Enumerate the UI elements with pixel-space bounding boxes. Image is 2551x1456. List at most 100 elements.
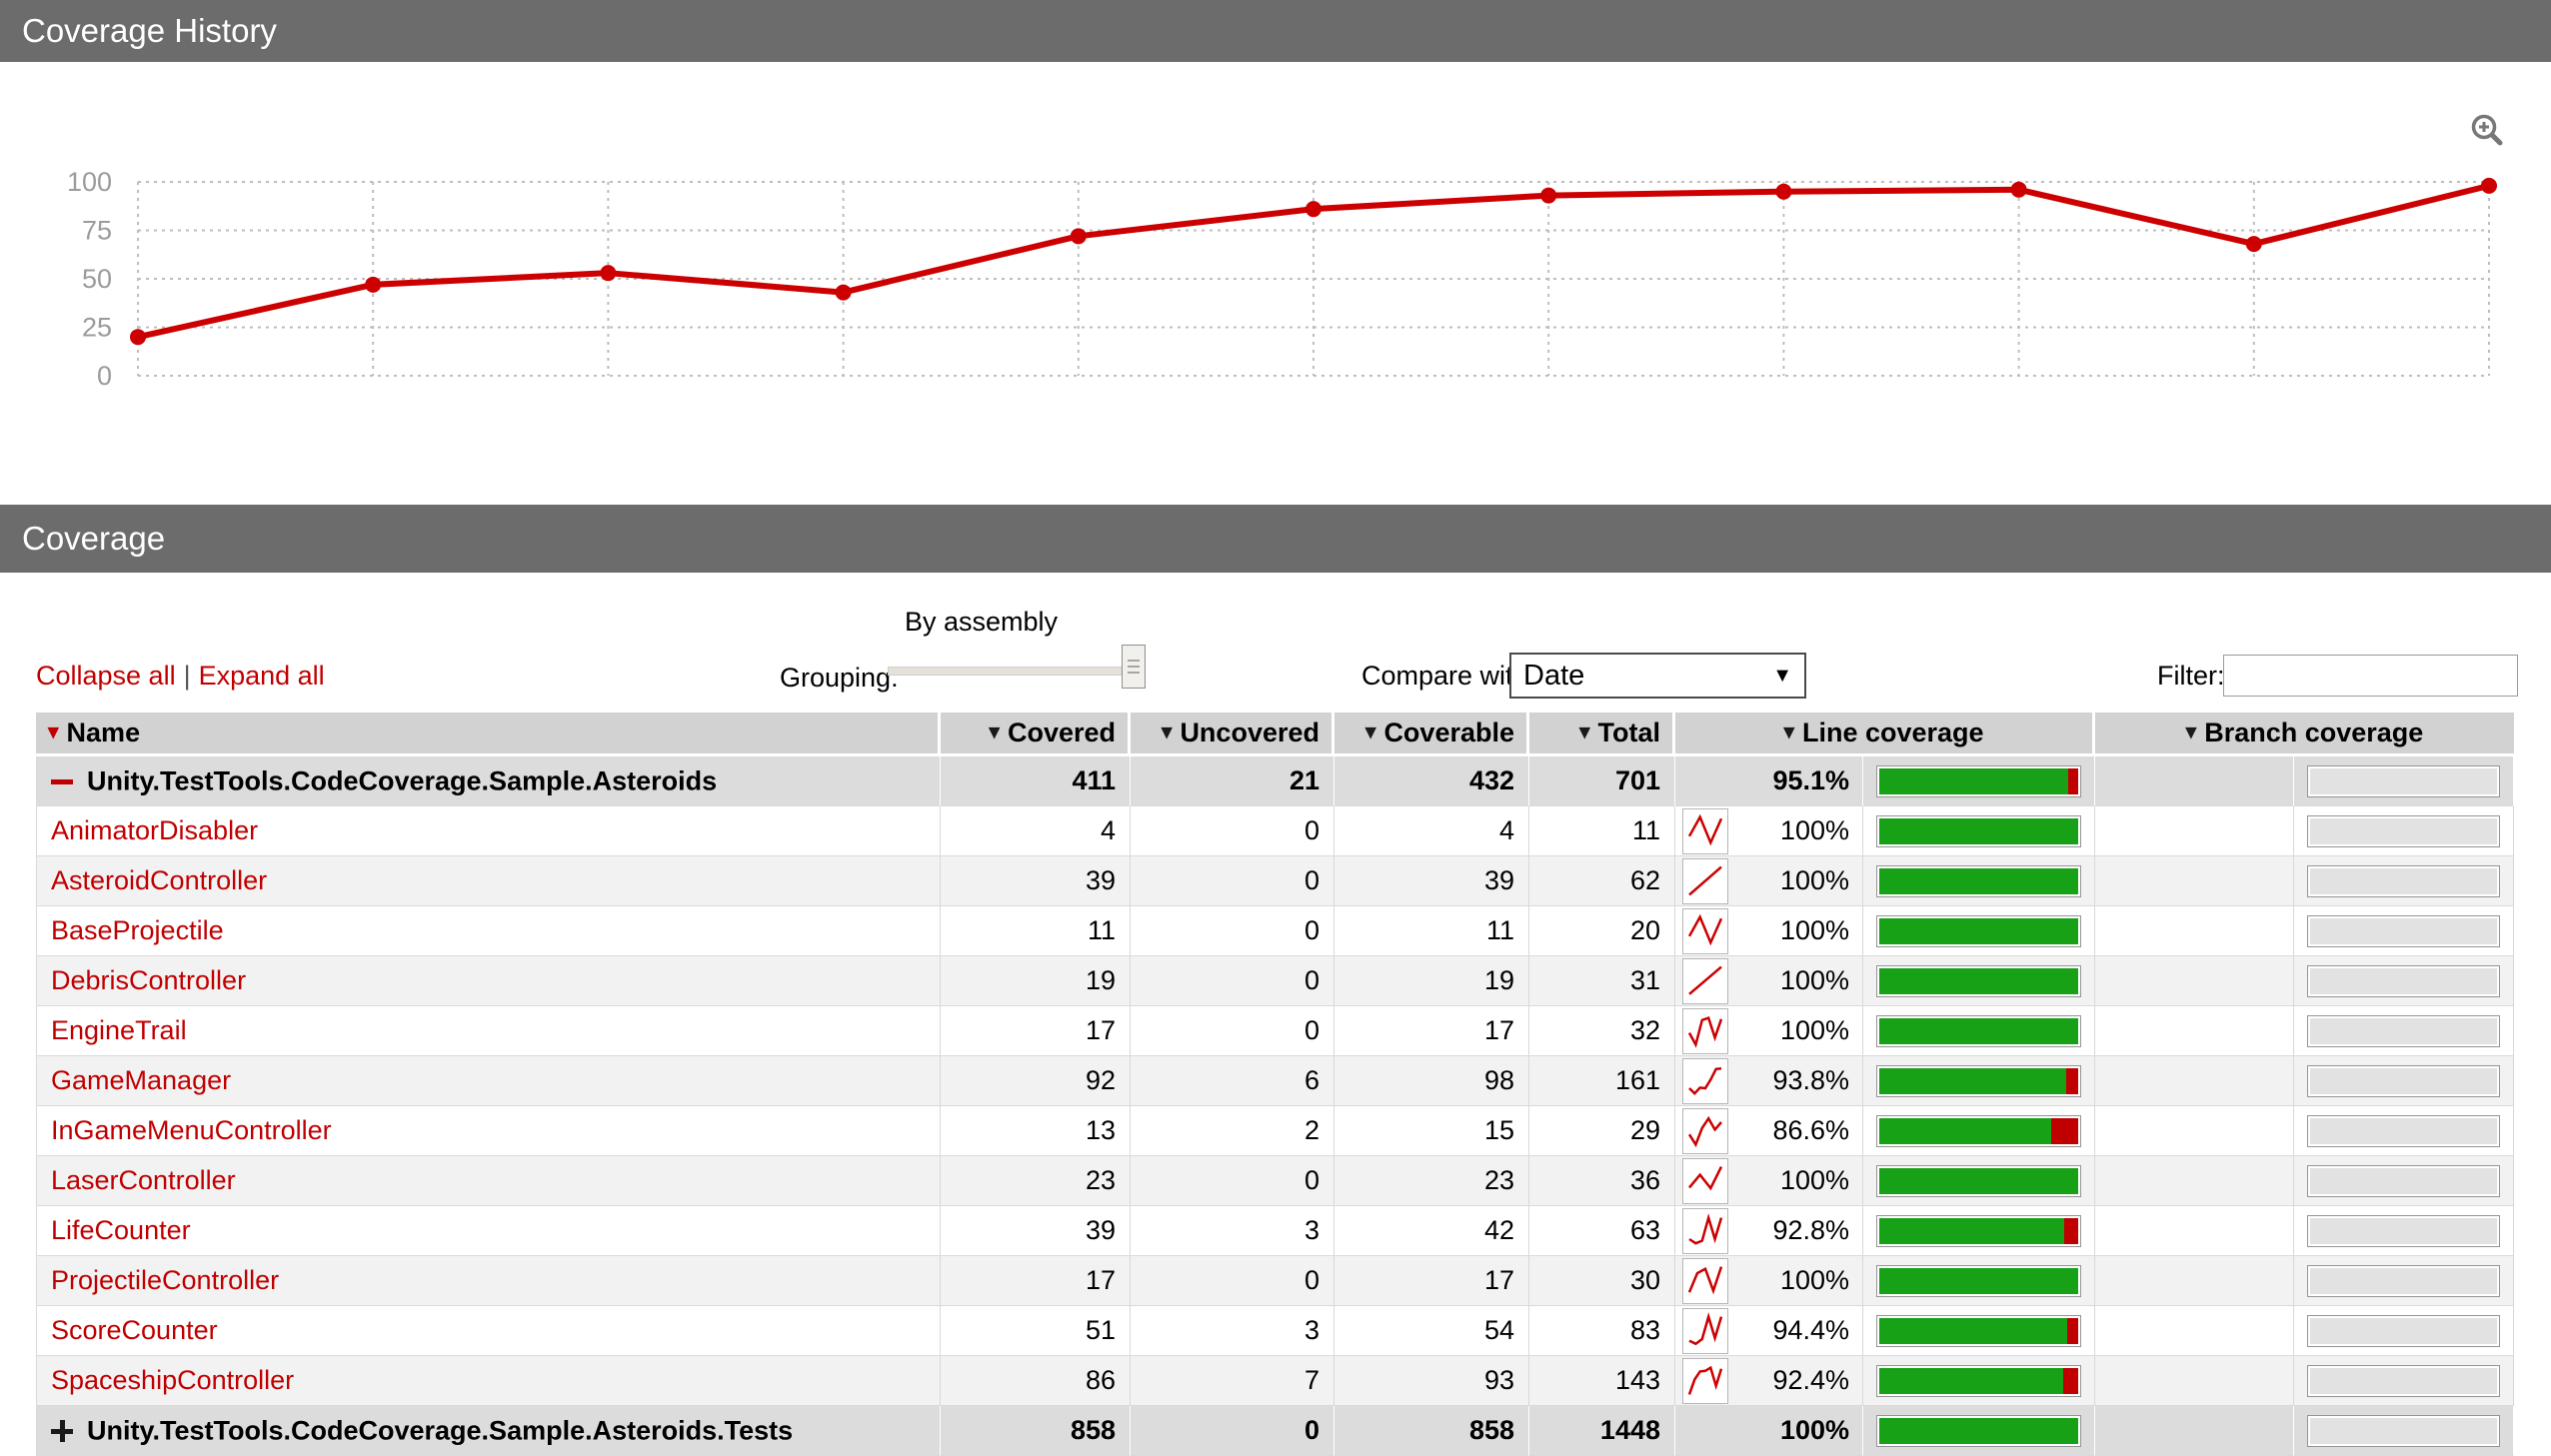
line-coverage-percent: 92.8% <box>1772 1215 1849 1245</box>
class-link[interactable]: GameManager <box>51 1065 232 1095</box>
sort-arrow-icon: ▾ <box>1783 721 1794 743</box>
coverable-cell: 17 <box>1334 1256 1529 1306</box>
filter-input[interactable] <box>2223 655 2518 697</box>
uncovered-cell: 0 <box>1131 956 1334 1006</box>
coverable-cell: 15 <box>1334 1106 1529 1156</box>
line-coverage-percent-cell: 92.8% <box>1675 1206 1863 1256</box>
sort-arrow-icon: ▾ <box>1161 721 1173 743</box>
line-coverage-bar-cell <box>1863 956 2095 1006</box>
branch-coverage-bar-cell <box>2294 1256 2514 1306</box>
covered-cell: 51 <box>941 1306 1131 1356</box>
line-coverage-bar <box>1876 1364 2081 1397</box>
grouping-slider-track[interactable] <box>888 667 1125 676</box>
branch-coverage-bar-empty <box>2310 1417 2497 1444</box>
class-link[interactable]: LaserController <box>51 1165 236 1195</box>
collapse-all-link[interactable]: Collapse all <box>36 661 176 691</box>
covered-cell: 92 <box>941 1056 1131 1106</box>
uncovered-cell: 0 <box>1131 856 1334 906</box>
compare-with-value: Date <box>1523 659 1585 692</box>
line-coverage-bar-cell <box>1863 1356 2095 1406</box>
branch-coverage-percent-cell <box>2095 756 2294 806</box>
total-cell: 11 <box>1529 806 1675 856</box>
covered-cell: 11 <box>941 906 1131 956</box>
table-row: SpaceshipController 86 7 93 143 92.4% <box>36 1356 2514 1406</box>
column-header-name[interactable]: ▾ Name <box>36 713 941 756</box>
class-link[interactable]: BaseProjectile <box>51 915 224 945</box>
compare-with-select[interactable]: Date ▼ <box>1509 653 1806 699</box>
name-cell: AsteroidController <box>36 856 941 906</box>
line-coverage-bar <box>1876 1214 2081 1247</box>
table-row: ProjectileController 17 0 17 30 100% <box>36 1256 2514 1306</box>
coverable-cell: 93 <box>1334 1356 1529 1406</box>
sort-arrow-icon: ▾ <box>1578 721 1590 743</box>
history-sparkline <box>1682 807 1728 854</box>
branch-coverage-bar-cell <box>2294 1006 2514 1056</box>
branch-coverage-bar-cell <box>2294 1156 2514 1206</box>
branch-coverage-bar-empty <box>2310 1317 2497 1344</box>
line-coverage-bar-covered <box>1879 1367 2063 1394</box>
coverable-cell: 19 <box>1334 956 1529 1006</box>
class-link[interactable]: LifeCounter <box>51 1215 191 1245</box>
class-link[interactable]: ScoreCounter <box>51 1315 218 1345</box>
total-cell: 36 <box>1529 1156 1675 1206</box>
column-header-line-coverage[interactable]: ▾ Line coverage <box>1675 713 2095 756</box>
class-link[interactable]: EngineTrail <box>51 1015 187 1045</box>
uncovered-cell: 3 <box>1131 1206 1334 1256</box>
column-header-uncovered[interactable]: ▾ Uncovered <box>1131 713 1334 756</box>
total-cell: 20 <box>1529 906 1675 956</box>
grouping-label: Grouping: <box>780 663 899 693</box>
line-coverage-bar <box>1876 964 2081 997</box>
line-coverage-bar-cell <box>1863 1056 2095 1106</box>
branch-coverage-bar-cell <box>2294 806 2514 856</box>
uncovered-cell: 0 <box>1131 906 1334 956</box>
sort-arrow-icon: ▾ <box>989 721 1000 743</box>
collapse-assembly-icon[interactable] <box>51 778 73 784</box>
class-link[interactable]: SpaceshipController <box>51 1365 295 1395</box>
chart-zoom-icon[interactable] <box>2469 112 2505 148</box>
line-coverage-percent-cell: 95.1% <box>1675 756 1863 806</box>
class-link[interactable]: DebrisController <box>51 965 247 995</box>
column-header-coverable[interactable]: ▾ Coverable <box>1334 713 1529 756</box>
history-sparkline <box>1682 1007 1728 1054</box>
uncovered-cell: 3 <box>1131 1306 1334 1356</box>
line-coverage-percent: 94.4% <box>1772 1315 1849 1345</box>
grouping-slider-thumb[interactable] <box>1122 645 1146 689</box>
history-sparkline <box>1682 1157 1728 1204</box>
branch-coverage-percent-cell <box>2095 906 2294 956</box>
name-cell: Unity.TestTools.CodeCoverage.Sample.Aste… <box>36 1406 941 1456</box>
table-row: Unity.TestTools.CodeCoverage.Sample.Aste… <box>36 756 2514 806</box>
line-coverage-percent: 100% <box>1779 865 1849 895</box>
class-link[interactable]: AnimatorDisabler <box>51 815 259 845</box>
line-coverage-bar <box>1876 1314 2081 1347</box>
chevron-down-icon: ▼ <box>1772 664 1792 687</box>
uncovered-cell: 0 <box>1131 1006 1334 1056</box>
svg-text:50: 50 <box>82 264 112 294</box>
total-cell: 30 <box>1529 1256 1675 1306</box>
line-coverage-bar-covered <box>1879 1017 2078 1044</box>
class-link[interactable]: ProjectileController <box>51 1265 280 1295</box>
class-link[interactable]: AsteroidController <box>51 865 268 895</box>
coverable-cell: 11 <box>1334 906 1529 956</box>
column-header-total[interactable]: ▾ Total <box>1529 713 1675 756</box>
line-coverage-percent-cell: 100% <box>1675 856 1863 906</box>
column-header-branch-coverage[interactable]: ▾ Branch coverage <box>2095 713 2514 756</box>
coverage-history-chart-area: 0 25 50 75 100 <box>0 62 2551 505</box>
coverable-cell: 42 <box>1334 1206 1529 1256</box>
coverable-cell: 858 <box>1334 1406 1529 1456</box>
grouping-value-label: By assembly <box>905 607 1059 637</box>
line-coverage-bar-uncovered <box>2065 1067 2078 1094</box>
branch-coverage-percent-cell <box>2095 1356 2294 1406</box>
expand-assembly-icon[interactable] <box>51 1420 73 1443</box>
coverable-cell: 54 <box>1334 1306 1529 1356</box>
class-link[interactable]: InGameMenuController <box>51 1115 332 1145</box>
line-coverage-bar-covered <box>1879 867 2078 894</box>
branch-coverage-bar-cell <box>2294 1206 2514 1256</box>
column-header-covered[interactable]: ▾ Covered <box>941 713 1131 756</box>
name-cell: BaseProjectile <box>36 906 941 956</box>
coverable-cell: 39 <box>1334 856 1529 906</box>
coverage-history-chart: 0 25 50 75 100 <box>67 167 2497 391</box>
line-coverage-bar-cell <box>1863 1156 2095 1206</box>
line-coverage-bar-covered <box>1879 1117 2052 1144</box>
line-coverage-bar-covered <box>1879 1317 2067 1344</box>
expand-all-link[interactable]: Expand all <box>198 661 325 691</box>
